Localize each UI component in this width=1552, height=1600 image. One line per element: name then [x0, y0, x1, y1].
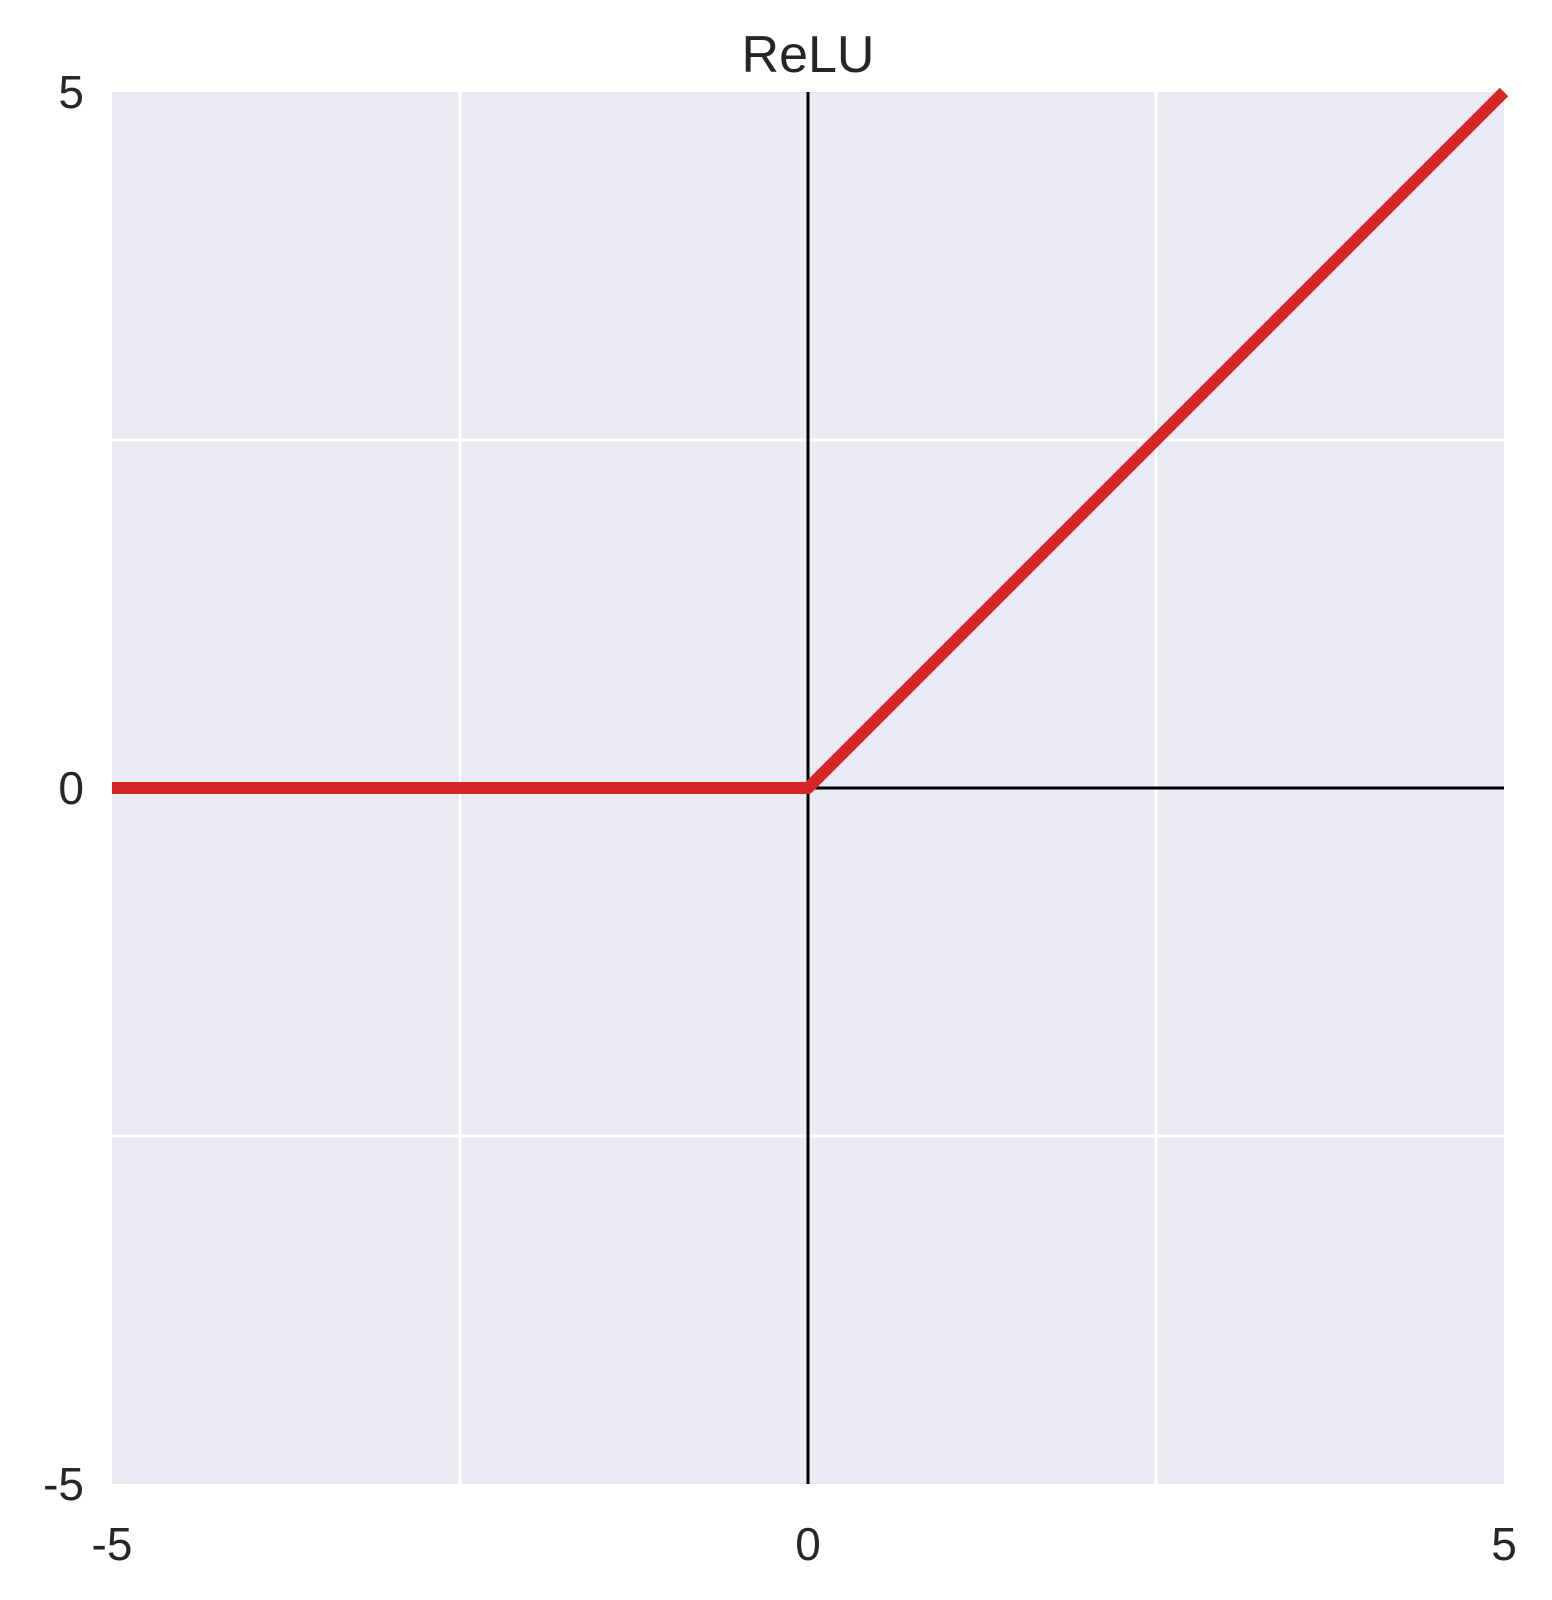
series-line-0	[112, 87, 1509, 794]
x-tick-label: -5	[92, 1518, 133, 1570]
x-tick-labels: -5 0 5	[92, 1518, 1517, 1570]
series-layer	[112, 87, 1509, 794]
y-tick-label: 0	[58, 762, 84, 814]
y-tick-label: 5	[58, 66, 84, 118]
chart-title: ReLU	[742, 26, 875, 84]
x-tick-label: 5	[1491, 1518, 1517, 1570]
y-tick-labels: -5 0 5	[43, 66, 84, 1510]
y-tick-label: -5	[43, 1458, 84, 1510]
x-tick-label: 0	[795, 1518, 821, 1570]
